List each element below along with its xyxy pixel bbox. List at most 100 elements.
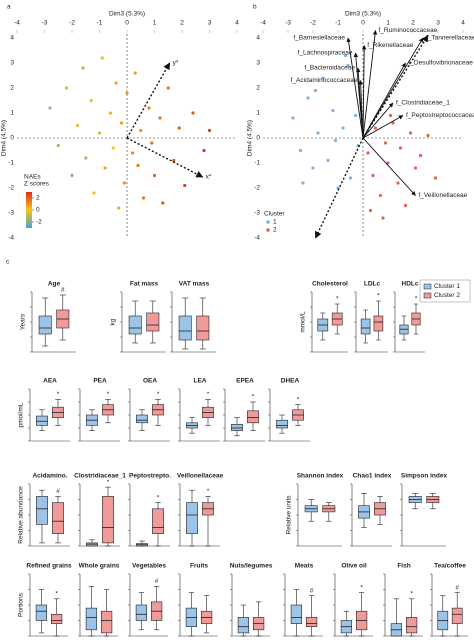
panel-title: Meats — [295, 563, 314, 570]
arrow-label: x* — [206, 174, 212, 181]
box — [85, 607, 98, 631]
x-tick-label: -1 — [97, 20, 103, 27]
significance-marker: * — [55, 591, 58, 598]
significance-marker: * — [207, 391, 210, 398]
point — [191, 111, 195, 115]
point — [373, 126, 378, 130]
y-axis-title: Dim4 (4.5%) — [1, 120, 8, 156]
point — [316, 131, 320, 135]
panel-title: Shannon index — [297, 473, 344, 480]
arrow-label: f_Veillonellaceae — [419, 192, 468, 199]
point — [97, 131, 102, 135]
colorbar-title: Z scores — [24, 181, 50, 188]
arrow-label: f_Acidaminococcaceae — [291, 77, 358, 84]
y-axis-title: kg — [110, 318, 117, 325]
arrow — [362, 62, 406, 139]
y-axis-title: Relative units — [286, 495, 293, 535]
panel-title: Vegetables — [132, 563, 166, 570]
significance-marker: * — [107, 479, 110, 486]
arrow-label: f_Rikenellaceae — [367, 42, 414, 49]
point — [117, 206, 121, 210]
box — [451, 607, 463, 624]
point — [75, 123, 80, 128]
significance-marker: # — [455, 584, 459, 591]
y-tick-label: 2 — [10, 85, 14, 92]
point — [70, 173, 74, 178]
point — [172, 158, 176, 163]
box — [146, 312, 160, 332]
panel-title: Age — [48, 281, 61, 288]
y-tick-label: 2 — [256, 85, 260, 92]
point — [426, 133, 430, 138]
significance-marker: * — [207, 488, 210, 495]
point — [418, 153, 423, 158]
box — [102, 496, 114, 544]
y-tick-label: -3 — [8, 210, 14, 217]
point — [371, 173, 375, 178]
panel-label: a — [7, 4, 11, 11]
point — [119, 121, 124, 125]
box — [247, 410, 259, 424]
point — [56, 143, 60, 148]
x-tick-label: 0 — [125, 20, 129, 27]
y-tick-label: 1 — [10, 110, 14, 117]
y-axis-title: Years — [20, 313, 27, 330]
x-tick-label: 1 — [153, 20, 157, 27]
point — [383, 141, 388, 145]
colorbar — [26, 192, 32, 228]
box — [100, 610, 113, 634]
point — [388, 113, 393, 118]
point — [130, 151, 135, 155]
point — [166, 86, 170, 90]
y-axis-title: pmol/mL — [18, 402, 25, 427]
box — [237, 617, 250, 634]
point — [207, 128, 212, 133]
panel-title: Veillonellaceae — [177, 473, 224, 480]
point — [413, 166, 418, 170]
point — [122, 181, 126, 185]
box — [36, 415, 48, 426]
box — [38, 315, 52, 335]
box — [152, 508, 164, 534]
arrow — [362, 137, 416, 196]
box — [35, 604, 48, 621]
x-tick-label: 3 — [208, 20, 212, 27]
arrow-label: f_Tannerellaceae — [426, 35, 474, 42]
x-tick-label: -3 — [285, 20, 291, 27]
point — [398, 146, 403, 150]
point — [391, 121, 395, 125]
colorbar-tick-label: 0 — [36, 207, 40, 214]
significance-marker: * — [377, 293, 380, 300]
significance-marker: # — [61, 287, 65, 294]
x-axis-title: Dim3 (5.3%) — [109, 11, 145, 18]
point — [433, 176, 438, 180]
box — [373, 315, 384, 332]
point — [108, 111, 113, 115]
panel-title: Peptostrepto. — [129, 473, 171, 480]
box — [135, 604, 148, 621]
box — [128, 315, 142, 335]
y-tick-label: 0 — [256, 135, 260, 142]
point — [84, 156, 88, 160]
x-tick-label: -4 — [14, 20, 20, 27]
significance-marker: * — [297, 396, 300, 403]
panel-title: LDLc — [364, 281, 381, 288]
panel-title: Nuts/legumes — [230, 563, 273, 570]
point — [381, 216, 385, 220]
box — [36, 496, 48, 525]
panel-title: Fish — [397, 563, 410, 570]
point — [81, 66, 85, 70]
legend-swatch — [423, 292, 432, 299]
legend-swatch — [423, 283, 432, 290]
panel-label: b — [253, 4, 257, 11]
arrow — [361, 45, 367, 139]
x-tick-label: -4 — [260, 20, 266, 27]
arrow — [362, 30, 378, 139]
point — [136, 163, 140, 168]
significance-marker: * — [410, 591, 413, 598]
significance-marker: * — [415, 296, 418, 303]
box — [305, 617, 318, 628]
point — [64, 86, 69, 90]
colorbar-title: NAEs — [24, 174, 41, 181]
box — [196, 315, 210, 341]
